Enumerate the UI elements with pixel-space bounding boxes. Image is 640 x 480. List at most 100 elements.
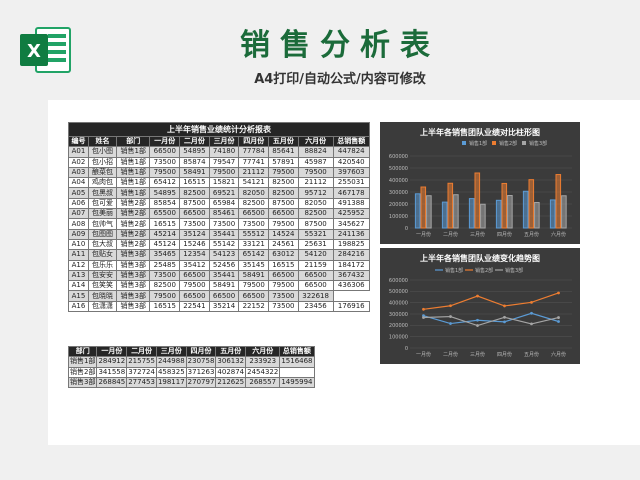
table-cell[interactable]: 371263 (185, 366, 217, 378)
table-cell[interactable]: 73500 (238, 218, 270, 230)
table-cell[interactable]: 22152 (238, 300, 270, 313)
table-cell[interactable]: 45214 (149, 228, 181, 240)
table-cell[interactable]: 销售3部 (116, 300, 151, 313)
table-cell[interactable]: 35145 (238, 259, 270, 271)
table-cell[interactable]: 1516468 (279, 356, 315, 368)
table-cell[interactable]: 包图图 (87, 228, 118, 240)
table-cell[interactable]: 销售1部 (116, 156, 151, 168)
table-cell[interactable]: 销售3部 (116, 290, 151, 302)
table-cell[interactable]: A14 (68, 280, 89, 292)
table-cell[interactable]: 215755 (126, 356, 157, 368)
table-cell[interactable]: 23456 (297, 300, 334, 313)
table-cell[interactable]: 244988 (155, 356, 187, 368)
table-cell[interactable]: 66500 (268, 208, 299, 220)
table-cell[interactable]: 277453 (126, 376, 157, 389)
table-cell[interactable]: 销售2部 (116, 197, 151, 210)
table-cell[interactable]: 345627 (332, 218, 371, 230)
table-cell[interactable]: 79500 (268, 280, 299, 292)
table-cell[interactable]: 包潇潇 (87, 300, 118, 313)
table-cell[interactable]: 372724 (126, 366, 157, 378)
table-cell[interactable]: 包贴女 (87, 249, 118, 261)
table-cell[interactable]: 包安安 (87, 269, 118, 282)
table-cell[interactable]: 54121 (238, 177, 270, 189)
table-cell[interactable]: 销售1部 (116, 146, 151, 158)
table-cell[interactable]: 54120 (297, 249, 334, 261)
table-cell[interactable]: 21159 (297, 259, 334, 271)
table-cell[interactable]: A06 (68, 197, 89, 210)
table-cell[interactable]: 销售2部 (67, 366, 98, 378)
table-cell[interactable]: 212625 (215, 376, 247, 389)
table-cell[interactable]: 66500 (179, 269, 210, 282)
table-cell[interactable]: 58491 (208, 280, 240, 292)
table-cell[interactable]: 322618 (297, 290, 334, 302)
table-cell[interactable]: 销售2部 (116, 218, 151, 230)
table-cell[interactable]: 52456 (208, 259, 240, 271)
table-cell[interactable]: 77741 (238, 156, 270, 168)
table-cell[interactable]: 21112 (297, 177, 334, 189)
table-cell[interactable]: 82050 (238, 187, 270, 199)
table-cell[interactable]: 酿菜包 (87, 166, 118, 179)
table-cell[interactable]: 包晓晓 (87, 290, 118, 302)
table-cell[interactable]: 58491 (179, 166, 210, 179)
table-cell[interactable]: 35124 (179, 228, 210, 240)
table-cell[interactable]: 85854 (149, 197, 181, 210)
table-cell[interactable]: 销售3部 (67, 376, 98, 389)
table-cell[interactable]: 33121 (238, 238, 270, 251)
table-cell[interactable]: 77784 (238, 146, 270, 158)
table-cell[interactable]: A16 (68, 300, 89, 313)
table-cell[interactable]: 184172 (332, 259, 371, 271)
table-cell[interactable]: 包帅气 (87, 218, 118, 230)
table-cell[interactable]: 82500 (179, 187, 210, 199)
table-cell[interactable]: 16515 (149, 300, 181, 313)
table-cell[interactable]: 35412 (179, 259, 210, 271)
table-cell[interactable]: 35465 (149, 249, 181, 261)
table-cell[interactable]: 79500 (149, 166, 181, 179)
table-cell[interactable]: 25631 (297, 238, 334, 251)
table-cell[interactable]: 87500 (268, 197, 299, 210)
table-cell[interactable]: 284912 (96, 356, 128, 368)
table-cell[interactable]: 73500 (268, 300, 299, 313)
table-cell[interactable]: 66500 (268, 269, 299, 282)
table-cell[interactable]: 241136 (332, 228, 371, 240)
table-cell[interactable]: 82050 (297, 197, 334, 210)
table-cell[interactable]: A02 (68, 156, 89, 168)
table-cell[interactable]: 420540 (332, 156, 371, 168)
table-cell[interactable]: 14524 (268, 228, 299, 240)
table-cell[interactable]: A09 (68, 228, 89, 240)
table-cell[interactable]: 66500 (149, 146, 181, 158)
table-cell[interactable]: A12 (68, 259, 89, 271)
table-cell[interactable]: 233923 (245, 356, 281, 368)
table-cell[interactable]: 销售3部 (116, 249, 151, 261)
table-cell[interactable]: 66500 (297, 269, 334, 282)
table-cell[interactable]: A01 (68, 146, 89, 158)
table-cell[interactable]: 268557 (245, 376, 281, 389)
table-cell[interactable]: 55321 (297, 228, 334, 240)
table-cell[interactable]: A15 (68, 290, 89, 302)
table-cell[interactable]: 397603 (332, 166, 371, 179)
table-cell[interactable]: 销售1部 (67, 356, 98, 368)
table-cell[interactable]: 79500 (179, 280, 210, 292)
table-cell[interactable]: 35214 (208, 300, 240, 313)
table-cell[interactable]: 198117 (155, 376, 187, 389)
table-cell[interactable]: 销售3部 (116, 269, 151, 282)
table-cell[interactable]: 82500 (297, 208, 334, 220)
table-cell[interactable] (279, 366, 315, 378)
table-cell[interactable]: 16515 (268, 259, 299, 271)
table-cell[interactable]: 230758 (185, 356, 217, 368)
table-cell[interactable]: 306132 (215, 356, 247, 368)
table-cell[interactable]: 73500 (208, 218, 240, 230)
table-cell[interactable]: 45124 (149, 238, 181, 251)
table-cell[interactable]: 15821 (208, 177, 240, 189)
table-cell[interactable]: 82500 (268, 177, 299, 189)
table-cell[interactable]: 367432 (332, 269, 371, 282)
table-cell[interactable]: 65412 (149, 177, 181, 189)
table-cell[interactable]: 66500 (208, 290, 240, 302)
table-cell[interactable]: 458325 (155, 366, 187, 378)
table-cell[interactable]: 66500 (238, 290, 270, 302)
table-cell[interactable]: 21112 (238, 166, 270, 179)
table-cell[interactable]: 65984 (208, 197, 240, 210)
table-cell[interactable]: 73500 (149, 156, 181, 168)
table-cell[interactable]: 销售2部 (116, 208, 151, 220)
table-cell[interactable]: 447824 (332, 146, 371, 158)
table-cell[interactable]: 491388 (332, 197, 371, 210)
